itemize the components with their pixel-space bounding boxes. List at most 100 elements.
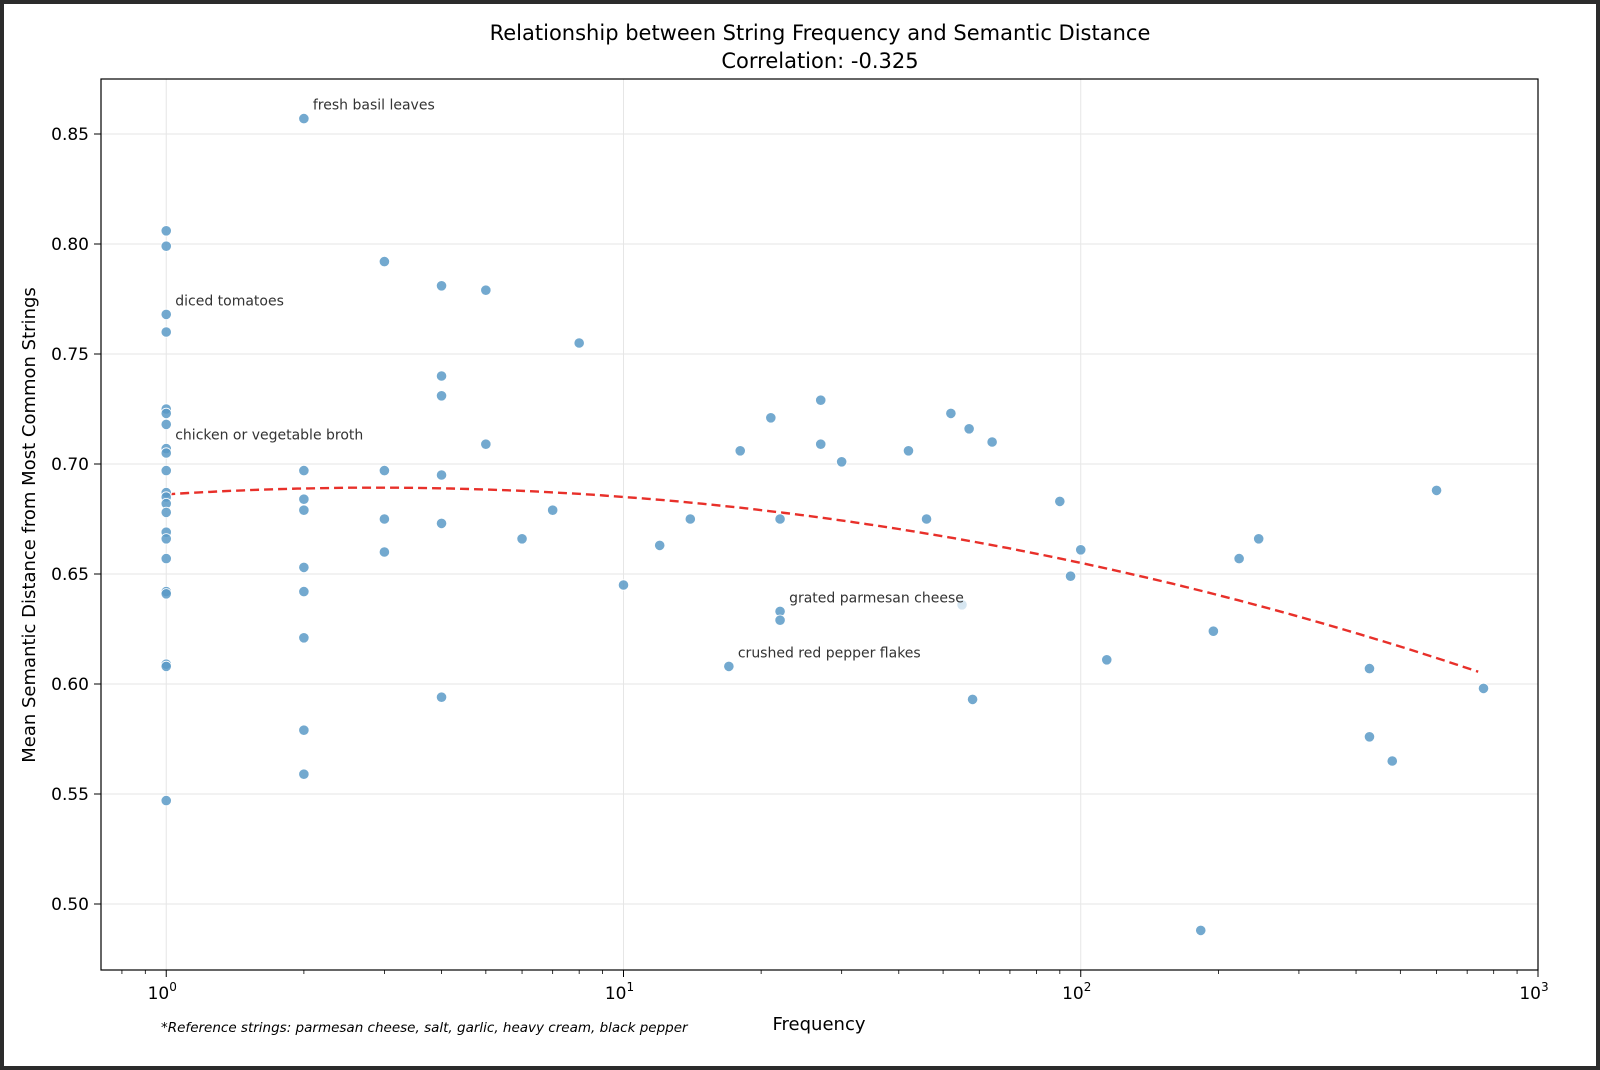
x-tick-label: 102 <box>1062 980 1091 1004</box>
data-point <box>902 445 915 457</box>
point-annotation: crushed red pepper flakes <box>738 645 921 661</box>
data-point <box>160 464 172 477</box>
x-tick-label: 100 <box>148 980 177 1004</box>
data-point <box>836 456 848 468</box>
x-tick-label: 103 <box>1519 980 1548 1004</box>
data-point <box>160 308 172 320</box>
annotations: fresh basil leaves diced tomatoes chicken … <box>175 98 964 662</box>
data-point <box>160 588 172 600</box>
data-point <box>160 240 172 252</box>
point-annotation: grated parmesan cheese <box>789 590 964 606</box>
data-point <box>547 504 559 516</box>
y-tick-label: 0.65 <box>51 565 89 585</box>
data-point <box>435 390 448 402</box>
data-point <box>298 113 310 125</box>
data-point <box>516 533 528 545</box>
data-point <box>298 724 310 736</box>
data-point <box>480 438 492 450</box>
data-point <box>298 768 310 780</box>
gridlines <box>101 79 1539 970</box>
data-point <box>986 436 998 448</box>
data-point <box>480 284 492 296</box>
point-annotation: fresh basil leaves <box>313 98 435 114</box>
data-point <box>378 464 391 477</box>
y-tick-label: 0.60 <box>51 675 89 695</box>
data-point <box>1477 682 1490 695</box>
data-point <box>435 370 448 382</box>
data-point <box>298 493 310 505</box>
chart-frame: fresh basil leaves diced tomatoes chicken … <box>4 4 1596 1066</box>
data-point <box>1054 495 1066 507</box>
data-point <box>378 546 391 558</box>
data-point <box>435 280 448 292</box>
data-point <box>963 423 975 435</box>
data-point <box>160 447 172 459</box>
data-point <box>774 513 786 525</box>
data-point <box>160 418 172 430</box>
chart-subtitle: Correlation: -0.325 <box>721 49 918 73</box>
chart-title: Relationship between String Frequency an… <box>490 21 1151 45</box>
data-point <box>956 599 968 611</box>
data-point <box>573 337 585 349</box>
y-axis-label: Mean Semantic Distance from Most Common … <box>19 287 40 763</box>
data-point <box>723 660 735 673</box>
data-point <box>298 585 310 598</box>
data-point <box>160 552 172 565</box>
y-tick-label: 0.85 <box>51 125 89 145</box>
data-point <box>160 533 172 545</box>
scatter-chart: fresh basil leaves diced tomatoes chicken … <box>19 21 1549 1036</box>
data-point <box>378 513 391 525</box>
data-point <box>1064 570 1077 582</box>
data-point <box>815 438 827 450</box>
data-point <box>298 464 310 477</box>
data-point <box>1075 544 1087 556</box>
data-point <box>1195 924 1207 937</box>
data-point <box>298 504 310 516</box>
data-point <box>1430 484 1443 496</box>
data-point <box>160 407 172 419</box>
data-point <box>945 407 957 419</box>
y-tick-label: 0.80 <box>51 235 89 255</box>
data-point <box>765 412 777 424</box>
data-points <box>160 113 1490 937</box>
data-point <box>1253 533 1265 545</box>
data-point <box>1363 662 1376 675</box>
data-point <box>160 794 172 807</box>
point-annotation: diced tomatoes <box>175 293 284 309</box>
data-point <box>654 539 666 552</box>
data-point <box>160 326 172 338</box>
y-tick-label: 0.70 <box>51 455 89 475</box>
data-point <box>684 513 696 525</box>
data-point <box>617 579 630 591</box>
data-point <box>378 256 391 268</box>
axes: 100 101 102 103 0.50 0.55 0.60 0.65 0.70 0.75 0.80… <box>51 125 1549 1004</box>
x-axis-label: Frequency <box>773 1014 866 1035</box>
data-point <box>1101 654 1113 666</box>
data-point <box>734 445 746 457</box>
data-point <box>1386 755 1398 767</box>
data-point <box>815 394 827 406</box>
data-point <box>435 691 448 703</box>
y-tick-label: 0.50 <box>51 895 89 915</box>
plot-area-border <box>100 78 1539 971</box>
trend-layer <box>166 486 1479 673</box>
data-point <box>160 225 172 237</box>
data-point <box>160 506 172 518</box>
data-point <box>920 513 933 525</box>
data-point <box>298 561 310 574</box>
y-tick-label: 0.75 <box>51 345 89 365</box>
data-point <box>1207 625 1219 637</box>
data-point <box>966 693 979 706</box>
x-tick-label: 101 <box>605 980 634 1004</box>
data-point <box>298 632 310 644</box>
data-point <box>435 469 448 481</box>
y-tick-label: 0.55 <box>51 785 89 805</box>
data-point <box>1363 731 1376 743</box>
data-point <box>435 517 448 530</box>
point-annotation: chicken or vegetable broth <box>175 428 363 444</box>
data-point <box>160 660 172 673</box>
data-point <box>1233 552 1245 565</box>
footnote: *Reference strings: parmesan cheese, sal… <box>161 1020 689 1036</box>
trend-line <box>166 486 1479 673</box>
data-point <box>774 614 786 626</box>
